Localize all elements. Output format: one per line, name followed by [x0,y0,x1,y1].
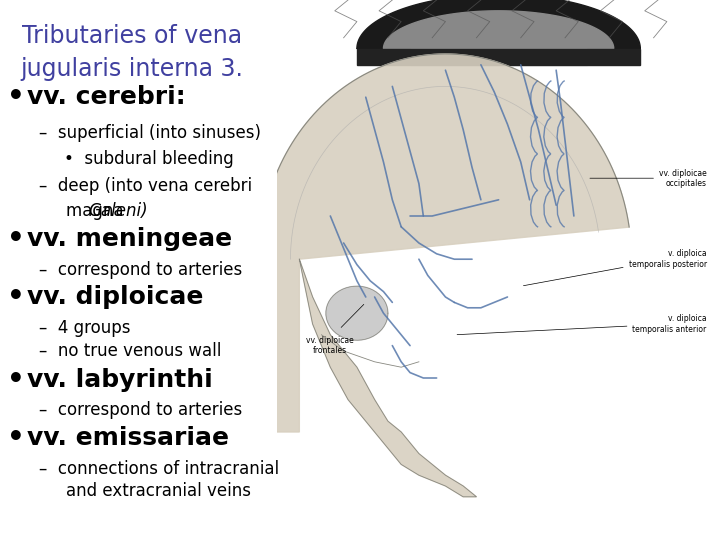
Text: vv. meningeae: vv. meningeae [27,227,233,251]
Text: vv. labyrinthi: vv. labyrinthi [27,368,213,392]
Polygon shape [259,54,629,432]
Text: –  superficial (into sinuses): – superficial (into sinuses) [39,124,261,143]
Text: •: • [7,283,25,311]
Text: Tributaries of vena: Tributaries of vena [22,24,242,48]
Text: Galeni): Galeni) [89,201,148,220]
Polygon shape [357,0,640,49]
Text: –  connections of intracranial: – connections of intracranial [39,460,279,478]
Text: •: • [7,83,25,111]
Text: jugularis interna 3.: jugularis interna 3. [20,57,243,80]
Text: •  subdural bleeding: • subdural bleeding [64,150,234,168]
Text: and extracranial veins: and extracranial veins [66,482,251,501]
Text: vv. diploicae: vv. diploicae [27,285,204,309]
Text: –  no true venous wall: – no true venous wall [39,342,222,360]
Text: v. diploica
temporalis anterior: v. diploica temporalis anterior [457,314,707,335]
Polygon shape [326,286,388,340]
Text: •: • [7,366,25,394]
Text: •: • [7,424,25,453]
Text: v. diploica
temporalis posterior: v. diploica temporalis posterior [523,249,707,286]
Text: –  deep (into vena cerebri: – deep (into vena cerebri [39,177,252,195]
Text: vv. cerebri:: vv. cerebri: [27,85,186,109]
Polygon shape [384,11,613,49]
Polygon shape [357,49,640,65]
Text: vv. emissariae: vv. emissariae [27,427,229,450]
Text: •: • [7,225,25,253]
Polygon shape [300,259,477,497]
Text: magna: magna [66,201,128,220]
Text: –  correspond to arteries: – correspond to arteries [39,401,243,420]
Polygon shape [410,49,588,65]
Text: vv. diploicae
frontales: vv. diploicae frontales [307,336,354,355]
Text: –  4 groups: – 4 groups [39,319,131,338]
Text: –  correspond to arteries: – correspond to arteries [39,261,243,279]
Text: vv. diploicae
occipitales: vv. diploicae occipitales [590,168,707,188]
